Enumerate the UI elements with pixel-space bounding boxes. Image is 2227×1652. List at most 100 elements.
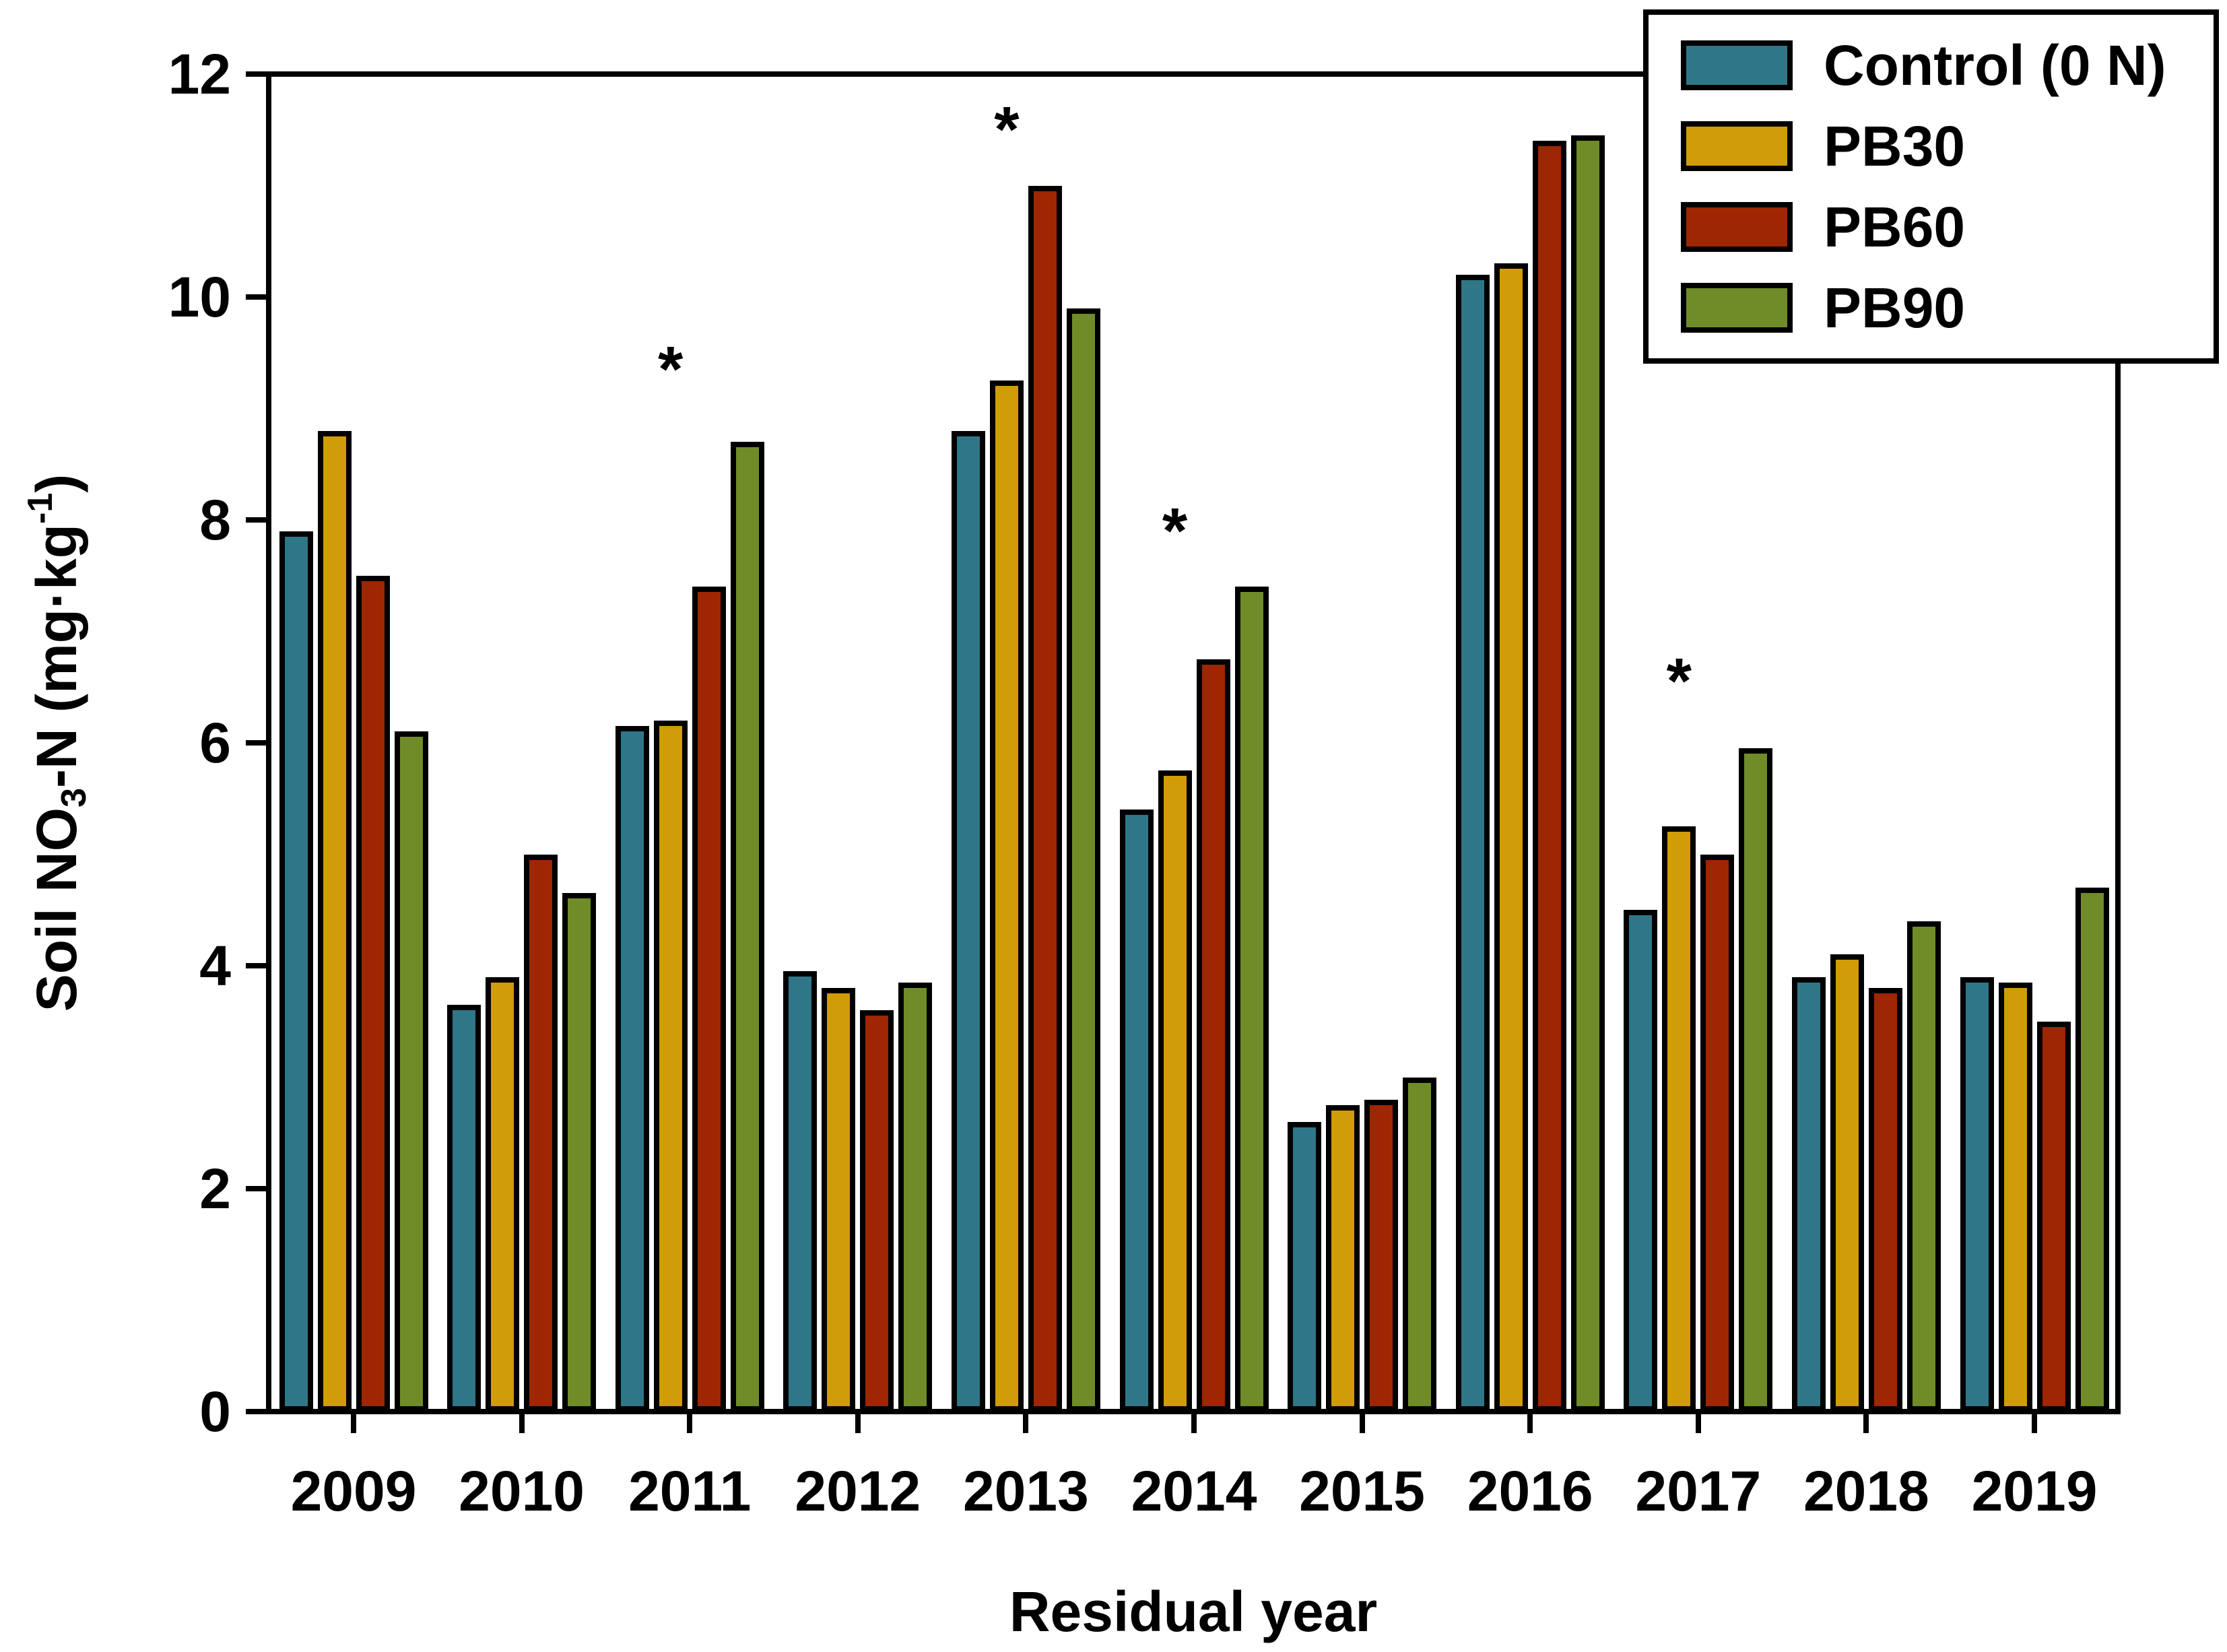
y-axis-title-part: 3 — [55, 787, 94, 807]
significance-asterisk-2017: * — [1666, 645, 1692, 717]
legend-swatch — [1681, 121, 1793, 171]
bar-2014-control-0-n- — [1119, 810, 1154, 1412]
x-tick-label-2019: 2019 — [1971, 1459, 2098, 1523]
bar-2017-control-0-n- — [1624, 910, 1658, 1412]
bar-2019-control-0-n- — [1960, 977, 1994, 1412]
bar-2013-control-0-n- — [951, 430, 985, 1412]
x-axis-title: Residual year — [1009, 1580, 1378, 1643]
legend-label: PB90 — [1824, 276, 1966, 339]
bar-2010-pb90 — [562, 893, 597, 1412]
legend-item-pb60: PB60 — [1681, 197, 2214, 257]
significance-asterisk-2013: * — [994, 93, 1020, 166]
legend-item-pb90: PB90 — [1681, 277, 2214, 338]
x-tick-2019 — [2032, 1414, 2037, 1433]
y-tick-12 — [246, 71, 266, 77]
x-tick-2017 — [1695, 1414, 1701, 1433]
x-tick-2015 — [1359, 1414, 1365, 1433]
bar-2015-pb90 — [1403, 1077, 1437, 1412]
bar-2013-pb90 — [1066, 308, 1100, 1412]
bar-2012-pb30 — [822, 988, 856, 1412]
bar-2010-control-0-n- — [447, 1004, 481, 1412]
bar-2018-pb30 — [1830, 954, 1864, 1412]
y-axis-title-part: Soil NO — [24, 807, 88, 1012]
y-axis-title-part: -N (mg·kg — [24, 524, 88, 788]
bar-2016-pb90 — [1570, 135, 1605, 1412]
significance-asterisk-2011: * — [658, 333, 684, 405]
bar-2016-pb30 — [1494, 263, 1528, 1412]
y-tick-6 — [246, 740, 266, 746]
legend: Control (0 N) PB30 PB60 PB90 — [1643, 9, 2219, 364]
bar-2011-pb90 — [730, 442, 764, 1412]
bar-2012-pb60 — [860, 1010, 894, 1412]
y-tick-0 — [246, 1409, 266, 1414]
bar-2013-pb60 — [1028, 185, 1062, 1412]
x-tick-label-2011: 2011 — [628, 1459, 752, 1523]
x-tick-label-2018: 2018 — [1803, 1459, 1929, 1523]
legend-swatch — [1681, 202, 1793, 252]
bar-2019-pb90 — [2075, 888, 2109, 1412]
bar-2009-control-0-n- — [279, 531, 313, 1412]
bar-2011-control-0-n- — [615, 726, 649, 1412]
x-tick-2010 — [519, 1414, 525, 1433]
x-tick-2009 — [351, 1414, 356, 1433]
bar-2018-control-0-n- — [1791, 977, 1826, 1412]
x-tick-label-2010: 2010 — [459, 1459, 585, 1523]
y-tick-10 — [246, 294, 266, 300]
x-tick-label-2012: 2012 — [795, 1459, 921, 1523]
y-tick-label-0: 0 — [199, 1380, 231, 1443]
x-tick-label-2014: 2014 — [1131, 1459, 1257, 1523]
bar-2016-pb60 — [1532, 141, 1566, 1412]
bar-2018-pb60 — [1868, 988, 1902, 1412]
bar-2019-pb30 — [1998, 982, 2032, 1412]
bar-2014-pb90 — [1234, 587, 1269, 1412]
x-tick-label-2009: 2009 — [290, 1459, 417, 1523]
bar-2010-pb30 — [486, 977, 520, 1412]
legend-item-pb30: PB30 — [1681, 116, 2214, 176]
bar-2015-pb30 — [1326, 1104, 1360, 1412]
bar-2010-pb60 — [524, 854, 558, 1412]
y-tick-label-10: 10 — [168, 265, 231, 329]
y-tick-4 — [246, 963, 266, 968]
bar-2009-pb60 — [356, 575, 390, 1412]
plot-frame — [266, 71, 2121, 1414]
x-tick-2014 — [1191, 1414, 1197, 1433]
x-tick-label-2015: 2015 — [1299, 1459, 1426, 1523]
bar-2012-control-0-n- — [783, 971, 818, 1412]
legend-item-control-0-n-: Control (0 N) — [1681, 35, 2214, 96]
x-tick-label-2016: 2016 — [1467, 1459, 1593, 1523]
bar-2014-pb30 — [1158, 770, 1192, 1412]
bar-2009-pb30 — [317, 430, 352, 1412]
bar-2018-pb90 — [1906, 921, 1941, 1412]
legend-swatch — [1681, 40, 1793, 90]
x-tick-2018 — [1863, 1414, 1869, 1433]
bar-2019-pb60 — [2036, 1021, 2071, 1412]
x-tick-2016 — [1527, 1414, 1533, 1433]
bar-2017-pb90 — [1739, 748, 1773, 1412]
bar-2017-pb30 — [1662, 826, 1696, 1412]
y-tick-label-4: 4 — [199, 934, 231, 997]
x-tick-label-2013: 2013 — [962, 1459, 1089, 1523]
y-axis-title-part: ) — [24, 473, 88, 493]
bar-2013-pb30 — [989, 381, 1024, 1412]
y-tick-2 — [246, 1186, 266, 1191]
legend-label: PB30 — [1824, 114, 1966, 178]
legend-swatch — [1681, 283, 1793, 333]
legend-label: PB60 — [1824, 195, 1966, 259]
x-tick-label-2017: 2017 — [1635, 1459, 1762, 1523]
legend-label: Control (0 N) — [1824, 34, 2166, 97]
bar-2011-pb60 — [692, 587, 726, 1412]
bar-2014-pb60 — [1196, 659, 1230, 1412]
y-tick-label-12: 12 — [168, 42, 231, 106]
y-tick-8 — [246, 517, 266, 523]
x-tick-2013 — [1023, 1414, 1029, 1433]
significance-asterisk-2014: * — [1162, 494, 1188, 567]
y-tick-label-8: 8 — [199, 488, 231, 552]
y-tick-label-6: 6 — [199, 711, 231, 774]
y-axis-title-part: -1 — [20, 492, 60, 525]
bar-2012-pb90 — [898, 982, 933, 1412]
bar-2015-control-0-n- — [1288, 1121, 1322, 1412]
bar-2016-control-0-n- — [1455, 274, 1490, 1412]
x-tick-2012 — [855, 1414, 861, 1433]
y-tick-label-2: 2 — [199, 1157, 231, 1220]
